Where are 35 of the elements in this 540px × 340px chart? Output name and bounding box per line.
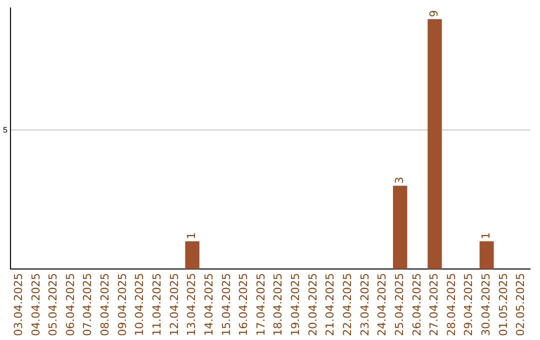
data-label: 3: [392, 176, 406, 184]
x-tick-label: 30.04.2025: [480, 273, 493, 336]
x-tick-label: 01.05.2025: [496, 273, 510, 336]
x-tick-label: 06.04.2025: [64, 273, 77, 336]
x-tick-label: 15.04.2025: [220, 273, 233, 336]
x-tick-label: 03.04.2025: [12, 273, 25, 336]
x-tick-label: 11.04.2025: [150, 273, 164, 336]
x-tick-label: 04.04.2025: [29, 273, 42, 336]
x-tick-label: 05.04.2025: [46, 273, 60, 336]
x-tick-label: 14.04.2025: [202, 273, 216, 336]
data-label: 1: [480, 232, 493, 240]
x-tick-label: 02.05.2025: [514, 273, 528, 336]
x-tick-label: 16.04.2025: [237, 273, 250, 336]
x-tick-label: 19.04.2025: [289, 273, 302, 336]
x-tick-label: 27.04.2025: [428, 273, 441, 336]
x-tick-label: 08.04.2025: [98, 273, 112, 336]
x-tick-label: 21.04.2025: [324, 273, 337, 336]
x-tick-label: 17.04.2025: [254, 273, 268, 336]
data-label: 9: [428, 10, 441, 18]
x-tick-label: 24.04.2025: [376, 273, 389, 336]
x-tick-label: 20.04.2025: [306, 273, 320, 336]
x-tick-label: 22.04.2025: [341, 273, 354, 336]
x-tick-label: 23.04.2025: [358, 273, 372, 336]
x-tick-label: 18.04.2025: [272, 273, 285, 336]
x-tick-label: 29.04.2025: [462, 273, 476, 336]
x-tick-label: 26.04.2025: [410, 273, 424, 336]
x-tick-label: 13.04.2025: [185, 273, 198, 336]
x-tick-label: 09.04.2025: [116, 273, 129, 336]
x-tick-label: 28.04.2025: [444, 273, 458, 336]
x-tick-label: 12.04.2025: [168, 273, 181, 336]
x-tick-label: 10.04.2025: [133, 273, 146, 336]
data-label: 1: [185, 232, 198, 240]
x-tick-label: 07.04.2025: [81, 273, 94, 336]
x-tick-label: 25.04.2025: [392, 273, 406, 336]
y-tick-label: 5: [2, 125, 8, 134]
